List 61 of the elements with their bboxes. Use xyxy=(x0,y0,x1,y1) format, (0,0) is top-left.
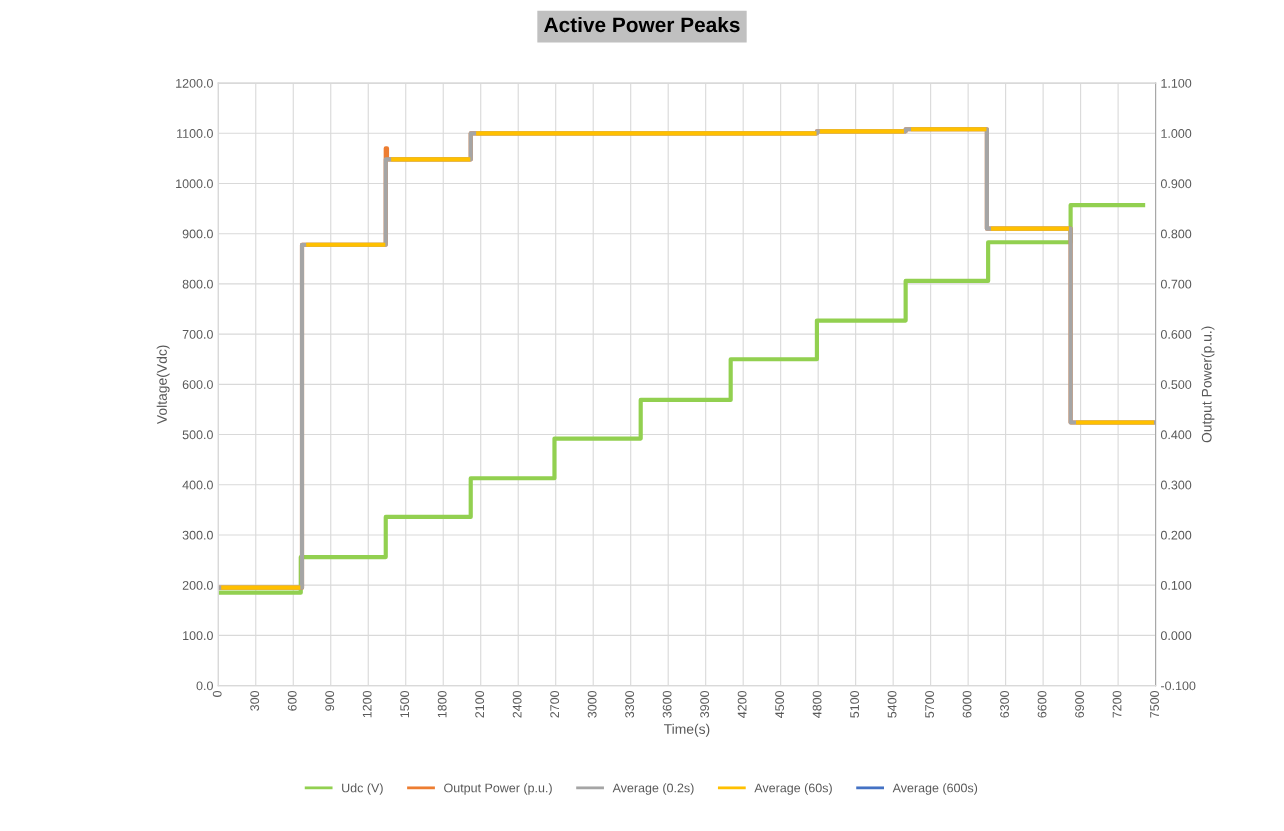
x-tick-label: 7500 xyxy=(1150,690,1159,718)
y-tick-label: 0.0 xyxy=(196,681,213,691)
x-tick-label: 900 xyxy=(325,690,335,711)
legend-label: Udc (V) xyxy=(342,783,383,795)
y-tick-label: 300.0 xyxy=(182,530,213,540)
y-tick-label: 900.0 xyxy=(182,229,213,239)
y-tick-label: 1100.0 xyxy=(177,129,213,138)
y2-tick-label: -0.100 xyxy=(1161,681,1196,691)
x-tick-label: 4200 xyxy=(737,690,747,718)
legend-label: Average (600s) xyxy=(892,783,978,795)
x-tick-label: 3300 xyxy=(625,690,635,718)
x-tick-label: 2400 xyxy=(512,690,522,718)
y-tick-label: 400.0 xyxy=(182,480,213,490)
y-tick-label: 1200.0 xyxy=(176,78,213,88)
y-tick-label: 800.0 xyxy=(182,279,213,289)
x-tick-label: 4800 xyxy=(812,690,822,718)
x-tick-label: 0 xyxy=(212,690,222,697)
x-tick-label: 2100 xyxy=(475,690,485,718)
x-tick-label: 5700 xyxy=(925,690,934,718)
y2-tick-label: 0.000 xyxy=(1160,631,1192,641)
x-tick-label: 600 xyxy=(287,690,297,711)
x-tick-label: 6300 xyxy=(1000,690,1009,718)
x-tick-label: 3600 xyxy=(662,690,672,718)
y2-tick-label: 0.500 xyxy=(1160,380,1192,389)
y2-tick-label: 1.000 xyxy=(1161,129,1192,138)
x-tick-label: 5100 xyxy=(850,690,860,718)
x-tick-label: 5400 xyxy=(887,690,897,718)
x-tick-label: 300 xyxy=(250,690,260,711)
y2-tick-label: 0.800 xyxy=(1160,229,1192,239)
x-tick-label: 6900 xyxy=(1075,690,1084,718)
y-tick-label: 500.0 xyxy=(182,430,213,440)
y-tick-label: 700.0 xyxy=(182,329,213,339)
chart-title: Active Power Peaks xyxy=(544,16,740,33)
x-tick-label: 6600 xyxy=(1037,690,1047,718)
y2-axis-title: Output Power(p.u.) xyxy=(1201,326,1215,443)
x-tick-label: 2700 xyxy=(550,690,560,718)
y2-tick-label: 0.900 xyxy=(1160,179,1192,189)
x-tick-label: 1200 xyxy=(362,690,372,718)
y2-tick-label: 0.400 xyxy=(1160,430,1192,440)
x-tick-label: 6000 xyxy=(962,690,972,718)
x-tick-label: 1800 xyxy=(437,690,447,718)
x-tick-label: 4500 xyxy=(775,690,785,718)
y2-tick-label: 0.300 xyxy=(1160,480,1192,490)
y-tick-label: 100.0 xyxy=(183,631,213,641)
y2-tick-label: 0.700 xyxy=(1160,279,1192,289)
y-tick-label: 600.0 xyxy=(182,380,213,389)
x-tick-label: 3000 xyxy=(587,690,597,718)
legend-label: Output Power (p.u.) xyxy=(444,783,552,795)
y-axis-title: Voltage(Vdc) xyxy=(156,345,170,425)
x-tick-label: 7200 xyxy=(1112,690,1122,718)
y2-tick-label: 1.100 xyxy=(1161,78,1192,88)
y2-tick-label: 0.600 xyxy=(1160,329,1192,339)
y2-tick-label: 0.200 xyxy=(1160,530,1192,540)
x-tick-label: 1500 xyxy=(400,690,410,718)
y-tick-label: 1000.0 xyxy=(176,179,213,189)
y2-tick-label: 0.100 xyxy=(1160,580,1192,590)
legend-label: Average (60s) xyxy=(754,783,832,795)
x-axis-title: Time(s) xyxy=(663,723,710,737)
y-tick-label: 200.0 xyxy=(182,580,213,590)
legend-label: Average (0.2s) xyxy=(612,783,694,795)
x-tick-label: 3900 xyxy=(700,690,710,718)
